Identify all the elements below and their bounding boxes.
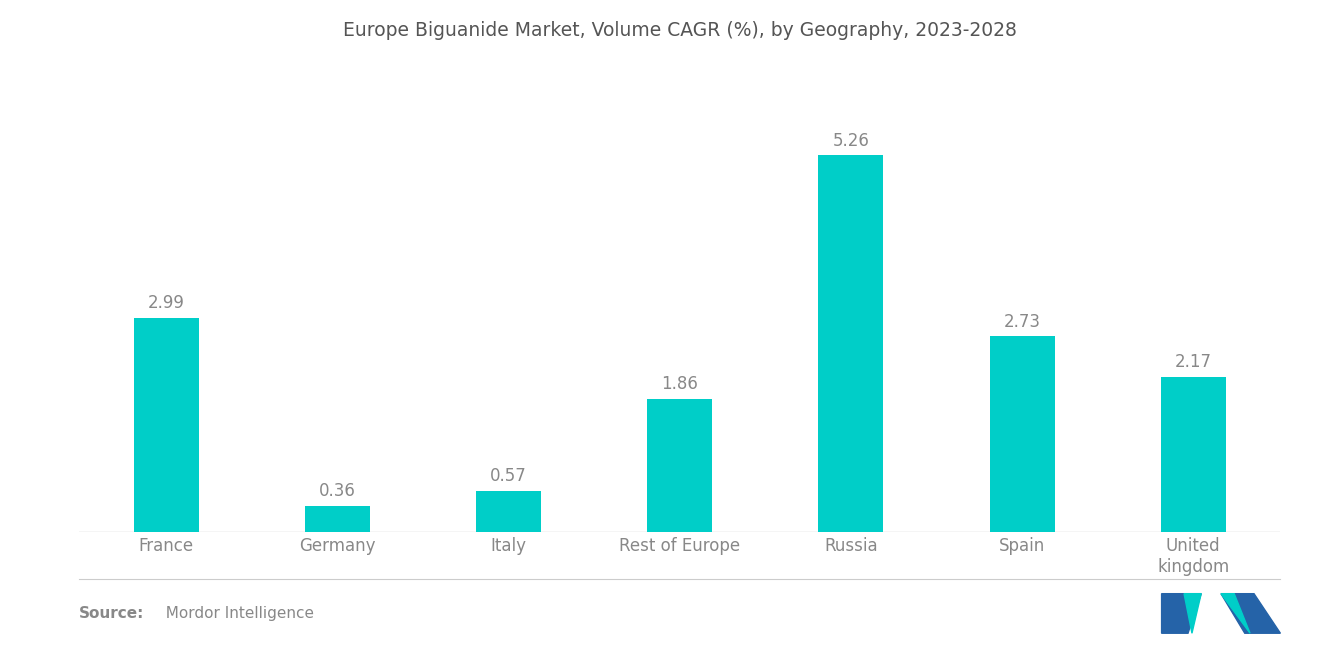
Text: 2.99: 2.99 (148, 294, 185, 312)
Bar (990, 336, 1055, 532)
Polygon shape (1184, 594, 1201, 633)
Text: 0.36: 0.36 (319, 483, 356, 501)
Polygon shape (1221, 594, 1280, 633)
Polygon shape (1221, 594, 1250, 633)
Text: Mordor Intelligence: Mordor Intelligence (156, 606, 314, 622)
Bar (305, 506, 370, 532)
Text: 2.73: 2.73 (1003, 313, 1040, 331)
Text: 0.57: 0.57 (490, 467, 527, 485)
Bar (647, 399, 713, 532)
Polygon shape (1162, 594, 1201, 633)
Text: Source:: Source: (79, 606, 145, 622)
Bar (818, 156, 883, 532)
Bar (133, 318, 199, 532)
Bar (1160, 376, 1226, 532)
Text: 2.17: 2.17 (1175, 353, 1212, 371)
Text: 1.86: 1.86 (661, 375, 698, 393)
Text: 5.26: 5.26 (833, 132, 870, 150)
Title: Europe Biguanide Market, Volume CAGR (%), by Geography, 2023-2028: Europe Biguanide Market, Volume CAGR (%)… (343, 21, 1016, 40)
Bar (477, 491, 541, 532)
